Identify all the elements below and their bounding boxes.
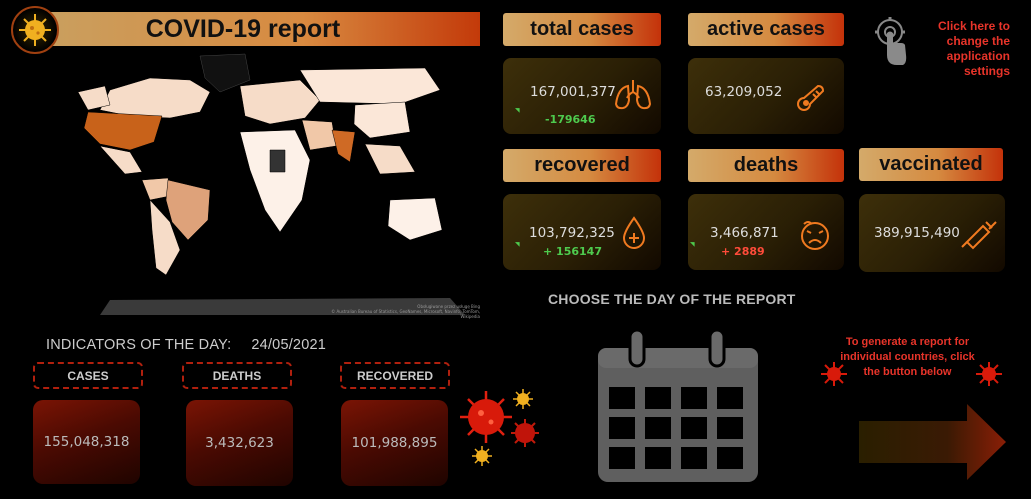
sick-face-icon <box>801 221 829 250</box>
total-cases-card: ◥ 167,001,377 -179646 <box>503 58 661 134</box>
map-region-mexico <box>99 145 143 175</box>
map-region-canada <box>99 77 211 119</box>
vaccinated-header: vaccinated <box>859 148 1003 181</box>
active-cases-card: 63,209,052 <box>688 58 844 134</box>
virus-icon <box>976 362 1002 386</box>
country-report-button[interactable] <box>859 404 1006 480</box>
calendar-icon <box>598 328 758 482</box>
map-region-sudan <box>269 149 286 173</box>
map-region-argentina <box>149 199 181 276</box>
page-title: COVID-19 report <box>145 14 341 43</box>
map-region-southeast-asia <box>364 143 416 175</box>
deaths-delta: + 2889 <box>721 245 765 258</box>
virus-icon <box>821 362 847 386</box>
active-cases-header: active cases <box>688 13 844 46</box>
map-region-usa <box>83 111 163 151</box>
calendar-button[interactable] <box>598 328 758 482</box>
indicators-title: INDICATORS OF THE DAY: <box>46 337 232 353</box>
map-region-alaska <box>77 85 111 111</box>
syringe-icon <box>961 221 997 250</box>
map-region-europe <box>239 79 321 125</box>
deaths-card: ◥ 3,466,871 + 2889 <box>688 194 844 270</box>
title-banner: COVID-19 report <box>36 12 480 46</box>
indicators-heading: INDICATORS OF THE DAY: 24/05/2021 <box>46 337 326 353</box>
active-cases-value: 63,209,052 <box>705 84 783 100</box>
total-cases-header: total cases <box>503 13 661 46</box>
map-region-middle-east <box>301 119 337 151</box>
map-region-antarctica <box>100 298 465 315</box>
indicator-cases-card: 155,048,318 <box>33 400 140 484</box>
indicator-cases-label: CASES <box>33 362 143 389</box>
map-region-colombia <box>141 177 171 201</box>
indicators-date: 24/05/2021 <box>251 337 326 353</box>
choose-day-label: CHOOSE THE DAY OF THE REPORT <box>548 291 796 307</box>
world-map[interactable] <box>70 50 485 315</box>
map-region-africa <box>239 129 311 233</box>
indicator-recovered-label: RECOVERED <box>340 362 450 389</box>
virus-cluster-icon <box>460 389 539 466</box>
recovered-card: ◥ 103,792,325 + 156147 <box>503 194 661 270</box>
thermometer-icon <box>797 84 825 111</box>
indicator-deaths-label: DEATHS <box>182 362 292 389</box>
lungs-icon <box>614 80 652 110</box>
vaccinated-card: 389,915,490 <box>859 194 1005 272</box>
map-region-australia <box>387 197 443 241</box>
indicator-recovered-value: 101,988,895 <box>351 435 438 451</box>
recovered-header: recovered <box>503 149 661 182</box>
report-note: To generate a report for individual coun… <box>840 336 975 378</box>
indicator-deaths-card: 3,432,623 <box>186 400 293 486</box>
recovered-value: 103,792,325 <box>529 225 615 241</box>
map-region-brazil <box>165 179 211 241</box>
settings-button[interactable] <box>873 15 913 69</box>
indicator-deaths-value: 3,432,623 <box>205 435 274 451</box>
blood-drop-plus-icon <box>622 216 646 249</box>
map-region-greenland <box>199 53 251 93</box>
recovered-delta: + 156147 <box>543 245 602 258</box>
arrow-right-icon <box>859 404 1006 480</box>
map-region-russia <box>299 67 441 105</box>
total-cases-value: 167,001,377 <box>530 84 616 100</box>
map-region-china <box>353 101 411 139</box>
settings-touch-icon <box>875 17 907 65</box>
indicator-recovered-card: 101,988,895 <box>341 400 448 486</box>
vaccinated-value: 389,915,490 <box>874 225 960 241</box>
deaths-header: deaths <box>688 149 844 182</box>
indicator-cases-value: 155,048,318 <box>43 434 130 450</box>
deaths-value: 3,466,871 <box>710 225 779 241</box>
map-region-india <box>331 129 356 163</box>
virus-icon <box>11 6 59 54</box>
map-credit: Obsługiwane przez usługę Bing © Australi… <box>331 304 480 319</box>
settings-note: Click here to change the application set… <box>937 19 1010 78</box>
total-cases-delta: -179646 <box>545 113 596 126</box>
